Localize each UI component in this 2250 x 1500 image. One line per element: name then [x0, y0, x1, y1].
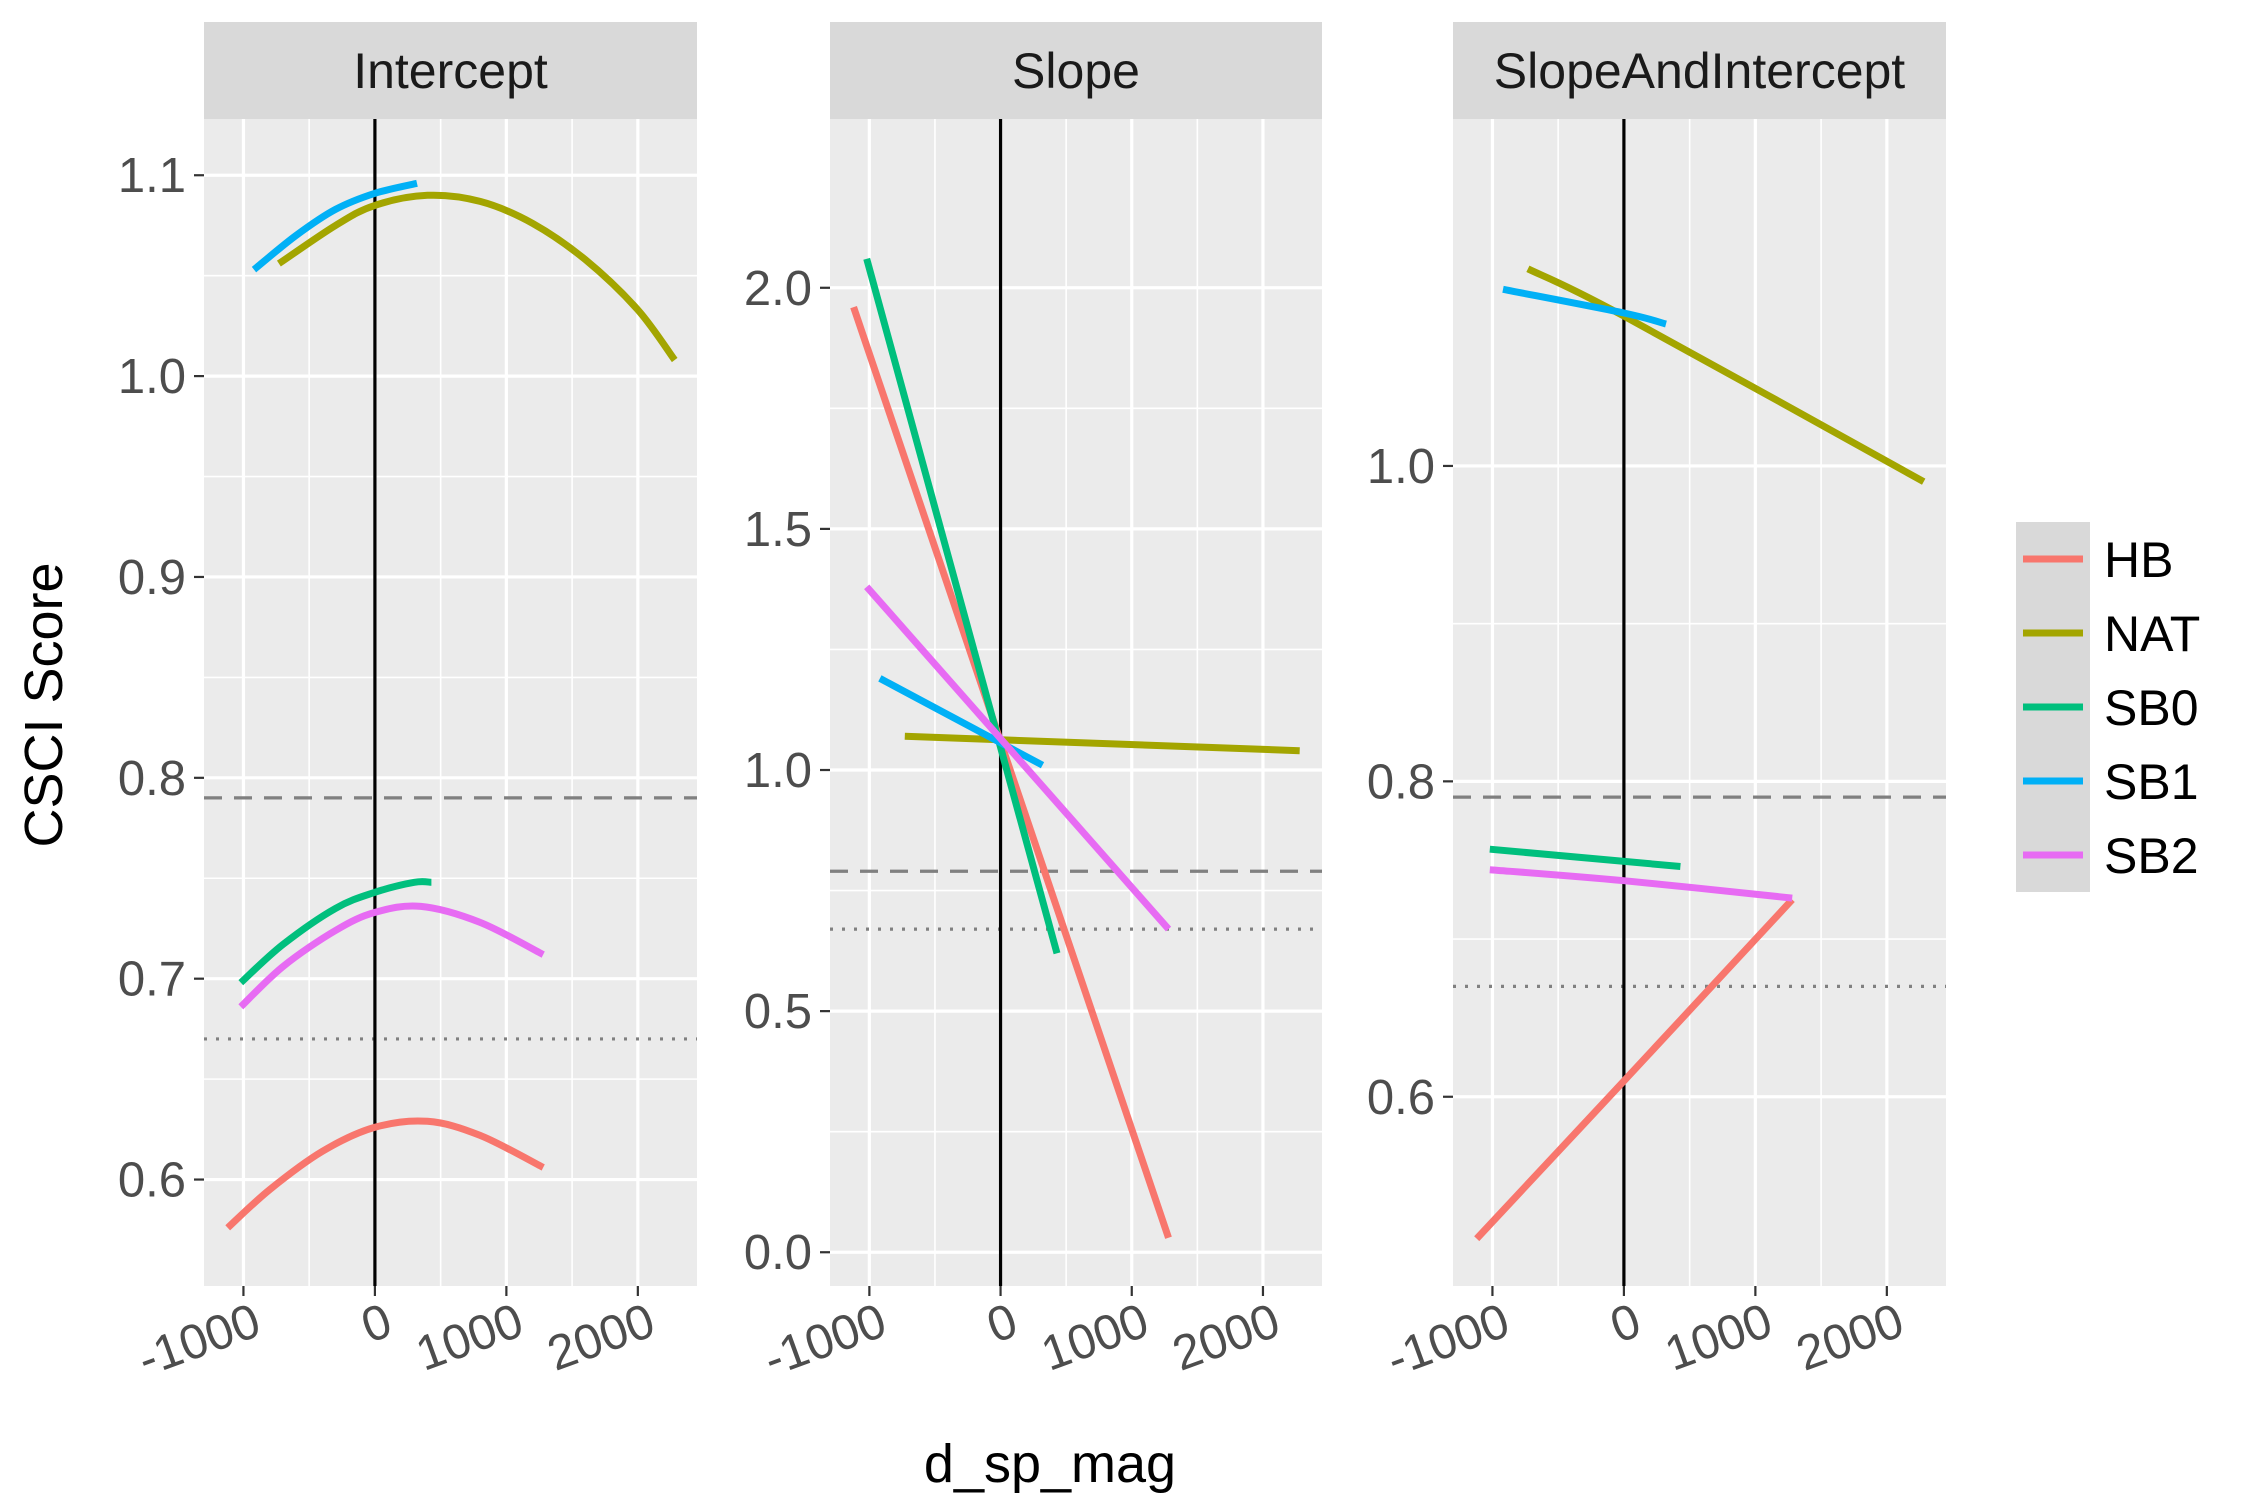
x-tick-label: 1000 [409, 1294, 530, 1382]
x-tick-label: 1000 [1035, 1294, 1156, 1382]
series-line-hb [1474, 897, 1795, 1242]
series-line-sb0 [238, 878, 432, 986]
x-tick-label: 2000 [1790, 1294, 1911, 1382]
facet-title: SlopeAndIntercept [1494, 43, 1906, 99]
series-line-sb2 [238, 902, 545, 1010]
facet-title: Intercept [353, 43, 548, 99]
legend-label: SB0 [2104, 680, 2199, 736]
y-tick-label: 0.9 [118, 551, 186, 605]
panel-3: SlopeAndIntercept 0.6 0.8 1.0 -1000 0 1000 2000 [1367, 22, 1946, 1387]
series-line-sb0 [863, 257, 1061, 955]
x-tick-label: -1000 [1380, 1294, 1516, 1388]
x-tick-label: 0 [355, 1294, 399, 1354]
y-axis-title: CSCI Score [14, 562, 74, 847]
y-tick-label: 0.8 [1367, 755, 1435, 809]
y-tick-label: 1.0 [1367, 440, 1435, 494]
panel-2: Slope 0.0 0.5 1.0 1.5 2.0 -1000 0 1000 2000 [744, 22, 1322, 1387]
y-tick-label: 0.5 [744, 985, 812, 1039]
y-tick-label: 2.0 [744, 262, 812, 316]
series-line-nat [904, 732, 1300, 755]
y-tick-label: 0.8 [118, 752, 186, 806]
y-tick-label: 0.0 [744, 1226, 812, 1280]
facet-strip [1453, 22, 1946, 119]
series-line-hb [225, 1117, 545, 1231]
x-tick-label: 2000 [1166, 1294, 1287, 1382]
series-line-nat [1526, 265, 1926, 485]
series-line-nat [276, 191, 678, 363]
x-tick-label: 0 [980, 1294, 1024, 1354]
x-tick-label: 1000 [1658, 1294, 1779, 1382]
y-tick-label: 0.7 [118, 953, 186, 1007]
legend-label: NAT [2104, 606, 2200, 662]
y-tick-label: 1.0 [118, 350, 186, 404]
panel-1: Intercept 0.6 0.7 0.8 0.9 1.0 1.1 -1000 0 1000 200… [118, 22, 697, 1387]
series-line-sb1 [251, 179, 418, 273]
x-tick-label: -1000 [757, 1294, 893, 1388]
series-line-sb2 [864, 584, 1172, 932]
legend-label: HB [2104, 532, 2173, 588]
series-line-sb2 [1489, 866, 1793, 902]
reference-lines [204, 119, 697, 1286]
series-lines [225, 179, 678, 1231]
series-line-sb0 [1489, 845, 1681, 870]
y-tick-label: 1.0 [744, 744, 812, 798]
facet-strip [830, 22, 1322, 119]
facet-strip [204, 22, 697, 119]
panel-background [204, 119, 697, 1286]
panel-background [830, 119, 1322, 1286]
y-tick-label: 0.6 [118, 1154, 186, 1208]
y-tick-label: 0.6 [1367, 1071, 1435, 1125]
facet-title: Slope [1012, 43, 1140, 99]
y-tick-label: 1.5 [744, 503, 812, 557]
legend-label: SB1 [2104, 754, 2199, 810]
legend-label: SB2 [2104, 828, 2199, 884]
panel-background [1453, 119, 1946, 1286]
x-axis-title: d_sp_mag [924, 1434, 1176, 1494]
x-tick-label: -1000 [131, 1294, 267, 1388]
x-tick-label: 2000 [541, 1294, 662, 1382]
series-line-sb1 [1502, 285, 1667, 328]
x-tick-label: 0 [1604, 1294, 1648, 1354]
reference-lines [830, 119, 1322, 1286]
y-tick-label: 1.1 [118, 149, 186, 203]
series-lines [850, 257, 1300, 1239]
series-lines [1474, 265, 1926, 1242]
legend: HB NAT SB0 SB1 SB2 [2016, 522, 2200, 892]
